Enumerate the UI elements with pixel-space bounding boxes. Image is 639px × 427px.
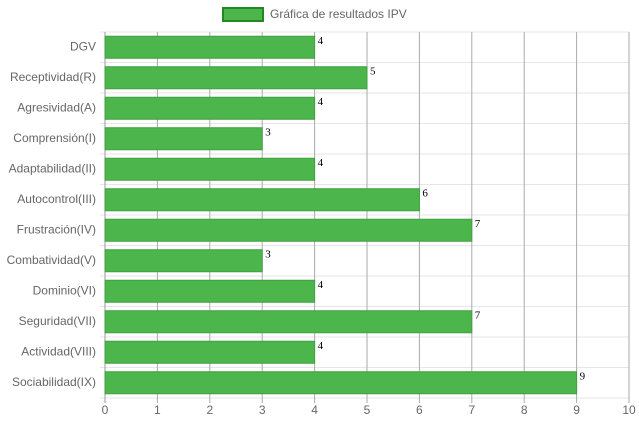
y-tick-label: Dominio(VI) xyxy=(33,283,96,297)
y-tick-label: Agresividad(A) xyxy=(17,100,96,114)
bar xyxy=(104,310,473,334)
x-tick-label: 1 xyxy=(154,403,161,417)
data-label: 4 xyxy=(318,35,324,47)
bar xyxy=(104,96,316,120)
bar xyxy=(104,371,578,395)
x-tick-label: 6 xyxy=(416,403,423,417)
y-tick-label: Receptividad(R) xyxy=(10,70,96,84)
data-label: 7 xyxy=(475,309,481,321)
x-tick-label: 5 xyxy=(364,403,371,417)
data-label: 3 xyxy=(265,248,271,260)
legend-swatch[interactable] xyxy=(222,7,264,22)
y-tick-label: Seguridad(VII) xyxy=(19,314,96,328)
data-label: 9 xyxy=(580,370,586,382)
x-tick-label: 9 xyxy=(573,403,580,417)
x-tick-label: 8 xyxy=(521,403,528,417)
bar xyxy=(104,157,316,181)
bar xyxy=(104,279,316,303)
y-tick-label: Autocontrol(III) xyxy=(17,192,96,206)
x-tick-label: 3 xyxy=(259,403,266,417)
x-tick-label: 0 xyxy=(102,403,109,417)
bar xyxy=(104,249,263,273)
x-tick-label: 4 xyxy=(311,403,318,417)
x-tick-label: 2 xyxy=(206,403,213,417)
y-tick-label: Frustración(IV) xyxy=(17,222,96,236)
x-tick-label: 7 xyxy=(468,403,475,417)
y-tick-label: Combatividad(V) xyxy=(7,253,96,267)
y-tick-label: Sociabilidad(IX) xyxy=(12,375,96,389)
bar xyxy=(104,340,316,364)
data-label: 3 xyxy=(265,126,271,138)
data-label: 4 xyxy=(318,340,324,352)
data-label: 7 xyxy=(475,218,481,230)
bar xyxy=(104,188,420,212)
legend-label[interactable]: Gráfica de resultados IPV xyxy=(270,7,407,21)
bar xyxy=(104,127,263,151)
data-label: 6 xyxy=(422,187,428,199)
y-tick-label: Actividad(VIII) xyxy=(21,344,96,358)
data-label: 4 xyxy=(318,96,324,108)
x-tick-label: 10 xyxy=(622,403,636,417)
data-label: 4 xyxy=(318,157,324,169)
y-tick-label: Adaptabilidad(II) xyxy=(9,161,96,175)
bar xyxy=(104,218,473,242)
y-tick-label: Comprensión(I) xyxy=(13,131,96,145)
y-tick-label: DGV xyxy=(70,39,96,53)
data-label: 4 xyxy=(318,279,324,291)
bar xyxy=(104,66,368,90)
bar xyxy=(104,35,316,59)
data-label: 5 xyxy=(370,65,376,77)
